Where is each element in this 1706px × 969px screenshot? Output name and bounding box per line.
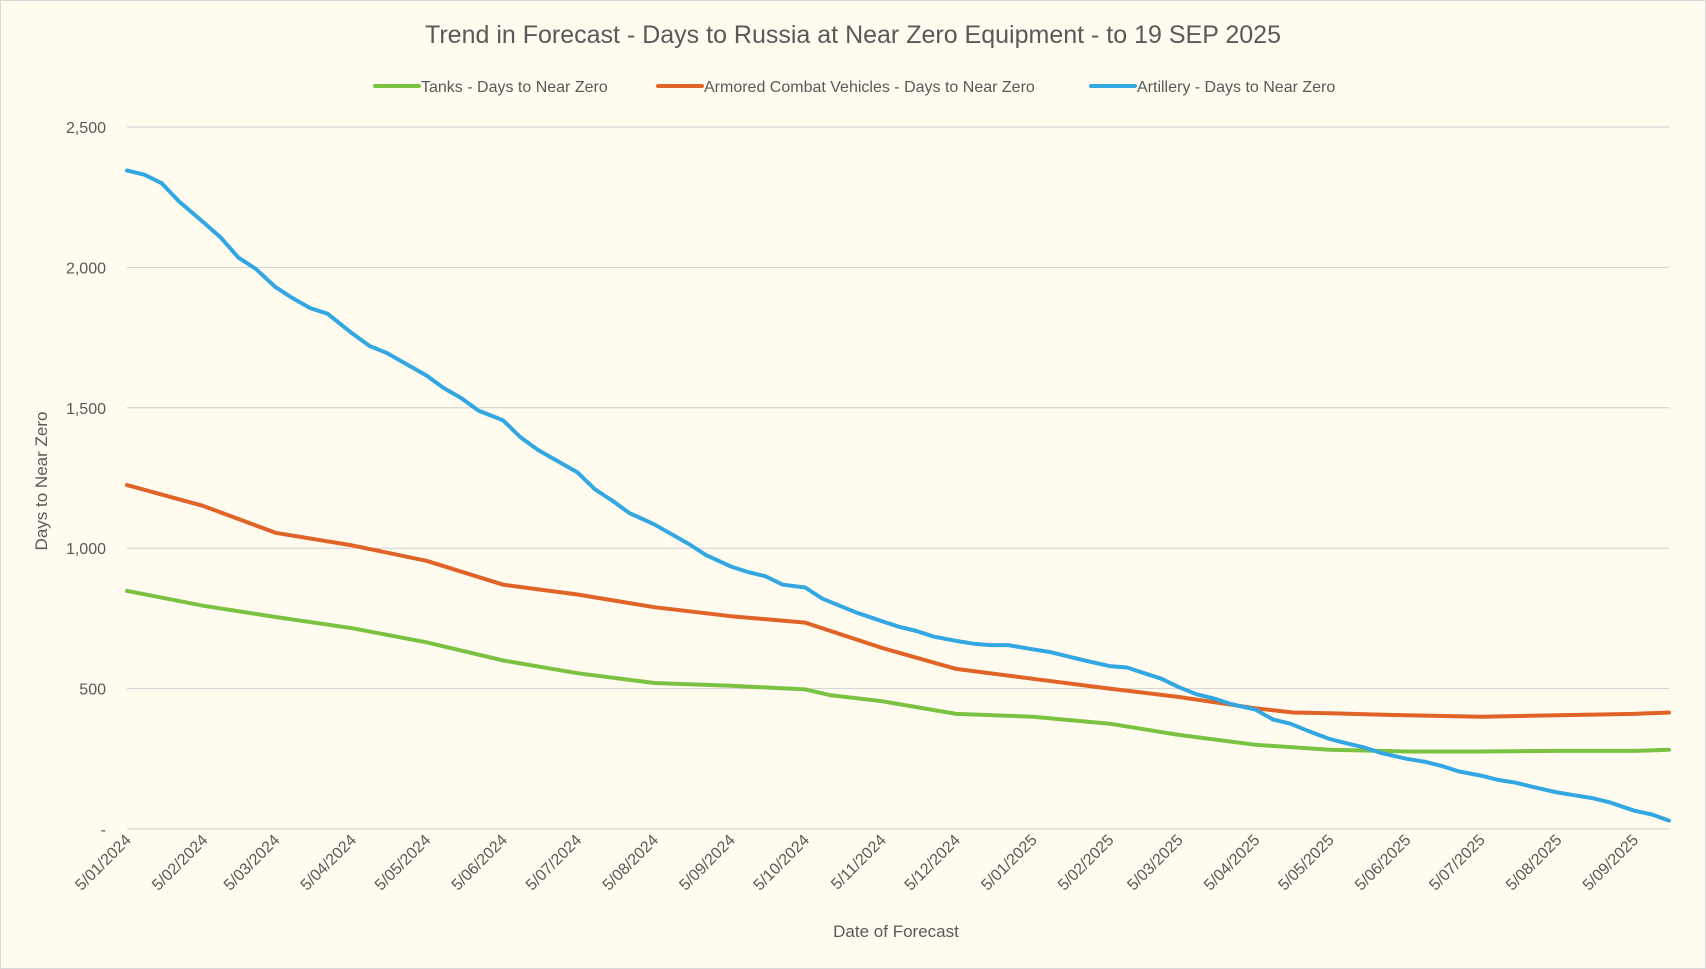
legend-label: Artillery - Days to Near Zero (1137, 79, 1335, 96)
x-tick-label: 5/02/2024 (149, 832, 211, 894)
legend: Tanks - Days to Near Zero Armored Combat … (373, 79, 1335, 96)
x-tick-label: 5/07/2025 (1426, 832, 1488, 894)
y-tick-label: 2,000 (66, 260, 106, 277)
x-tick-label: 5/03/2025 (1124, 832, 1186, 894)
series-lines (125, 168, 1671, 823)
x-tick-label: 5/01/2024 (72, 832, 134, 894)
x-tick-label: 5/06/2024 (449, 832, 511, 894)
y-tick-label: 1,000 (66, 541, 106, 558)
x-tick-label: 5/05/2025 (1275, 832, 1337, 894)
x-tick-label: 5/10/2024 (751, 832, 813, 894)
legend-label: Armored Combat Vehicles - Days to Near Z… (704, 79, 1035, 96)
y-tick-label: - (101, 822, 106, 839)
x-tick-label: 5/02/2025 (1055, 832, 1117, 894)
x-tick-label: 5/06/2025 (1352, 832, 1414, 894)
chart-title: Trend in Forecast - Days to Russia at Ne… (425, 21, 1281, 49)
y-tick-label: 500 (79, 682, 106, 699)
y-tick-label: 1,500 (66, 401, 106, 418)
x-tick-label: 5/04/2024 (298, 832, 360, 894)
x-tick-label: 5/08/2024 (600, 832, 662, 894)
x-axis-ticks: 5/01/2024 5/02/2024 5/03/2024 5/04/2024 5/05… (72, 832, 1642, 894)
x-tick-label: 5/12/2024 (902, 832, 964, 894)
x-tick-label: 5/07/2024 (523, 832, 585, 894)
x-tick-label: 5/11/2024 (828, 832, 890, 894)
y-axis-ticks: - 500 1,000 1,500 2,000 2,500 (66, 120, 106, 839)
y-axis-title: Days to Near Zero (32, 412, 51, 551)
legend-label: Tanks - Days to Near Zero (421, 79, 608, 96)
grid (127, 126, 1669, 830)
x-tick-label: 5/05/2024 (372, 832, 434, 894)
x-tick-label: 5/03/2024 (221, 832, 283, 894)
x-tick-label: 5/09/2025 (1580, 832, 1642, 894)
x-tick-label: 5/01/2025 (978, 832, 1040, 894)
series-line-1 (125, 588, 1671, 754)
x-tick-label: 5/08/2025 (1503, 832, 1565, 894)
x-tick-label: 5/09/2024 (676, 832, 738, 894)
x-axis-title: Date of Forecast (833, 922, 959, 941)
series-line-3 (125, 168, 1671, 823)
y-tick-label: 2,500 (66, 120, 106, 137)
x-tick-label: 5/04/2025 (1201, 832, 1263, 894)
series-line-2 (125, 483, 1671, 719)
